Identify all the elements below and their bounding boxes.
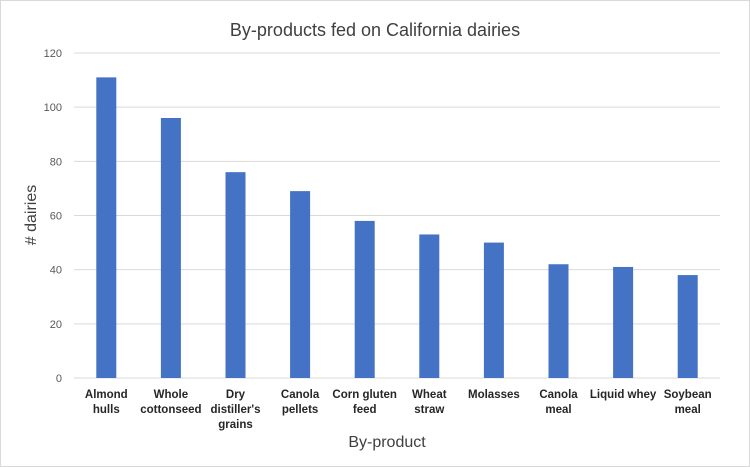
- y-tick-label: 120: [44, 48, 62, 60]
- x-tick-label: grains: [218, 419, 253, 431]
- gridlines: [74, 52, 720, 379]
- x-tick-label: Canola: [281, 389, 320, 401]
- x-tick-label: Whole: [154, 389, 189, 401]
- chart-title: By-products fed on California dairies: [230, 20, 520, 40]
- bars: [96, 77, 698, 378]
- bar: [548, 264, 569, 378]
- x-tick-label: Dry: [226, 389, 246, 401]
- bar: [225, 172, 246, 378]
- bar: [290, 191, 311, 378]
- y-tick-label: 20: [50, 319, 62, 331]
- x-tick-label: pellets: [282, 404, 318, 416]
- x-tick-label: cottonseed: [140, 404, 201, 416]
- bar: [96, 77, 117, 378]
- bar: [677, 275, 698, 378]
- y-tick-label: 80: [50, 156, 62, 168]
- y-axis-label: # dairies: [23, 185, 40, 245]
- y-tick-label: 60: [50, 211, 62, 223]
- x-tick-label: meal: [545, 404, 571, 416]
- x-tick-label: feed: [353, 404, 377, 416]
- x-tick-label: Corn gluten: [332, 389, 397, 401]
- x-tick-label: Molasses: [468, 389, 520, 401]
- bar: [613, 266, 634, 378]
- x-tick-label: Canola: [539, 389, 578, 401]
- x-tick-label: Liquid whey: [590, 389, 657, 401]
- x-ticks: Almond hulls Whole cottonseed Dry distiller's…: [85, 389, 712, 431]
- y-tick-label: 100: [44, 102, 62, 114]
- x-tick-label: hulls: [93, 404, 120, 416]
- x-tick-label: meal: [675, 404, 701, 416]
- bar: [160, 118, 181, 378]
- y-ticks: 0 20 40 60 80 100 120: [44, 48, 62, 385]
- x-tick-label: Wheat: [412, 389, 447, 401]
- x-tick-label: Soybean: [664, 389, 712, 401]
- x-tick-label: Almond: [85, 389, 128, 401]
- x-tick-label: distiller's: [210, 404, 260, 416]
- y-tick-label: 0: [56, 373, 62, 385]
- y-tick-label: 40: [50, 265, 62, 277]
- bar: [483, 242, 504, 378]
- bar: [419, 234, 440, 378]
- x-axis-label: By-product: [348, 434, 426, 451]
- bar: [354, 220, 375, 378]
- x-tick-label: straw: [414, 404, 444, 416]
